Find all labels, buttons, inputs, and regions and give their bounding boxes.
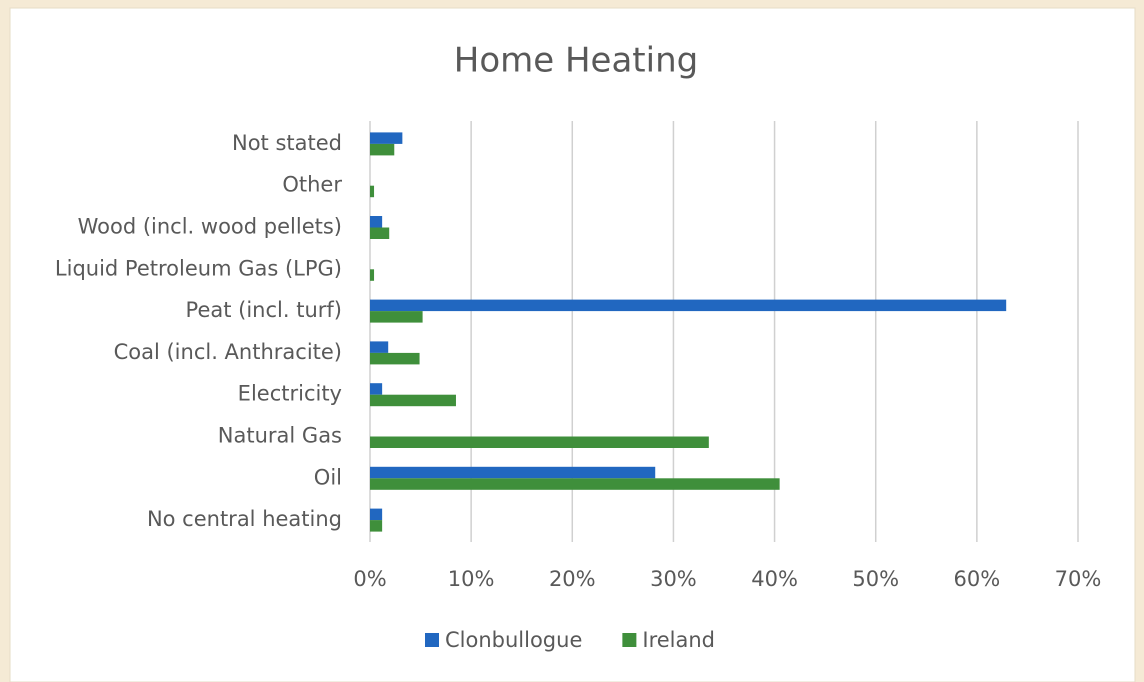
- bar: [370, 520, 383, 532]
- bar: [370, 132, 403, 144]
- legend-swatch: [622, 633, 637, 647]
- x-tick-label: 30%: [650, 567, 697, 591]
- y-tick-label: Natural Gas: [218, 424, 342, 448]
- x-tick-label: 0%: [353, 567, 386, 591]
- bar: [370, 352, 420, 365]
- bar: [370, 466, 656, 479]
- y-tick-label: Coal (incl. Anthracite): [114, 340, 342, 364]
- y-tick-label: Oil: [314, 465, 342, 489]
- y-tick-label: Wood (incl. wood pellets): [78, 215, 342, 239]
- y-tick-label: Not stated: [232, 131, 342, 155]
- y-tick-label: Liquid Petroleum Gas (LPG): [55, 256, 342, 280]
- legend-label: Ireland: [642, 628, 715, 652]
- y-tick-label: Peat (incl. turf): [186, 298, 342, 322]
- x-tick-label: 50%: [852, 567, 899, 591]
- bar: [370, 341, 389, 353]
- bar: [370, 143, 395, 156]
- y-tick-label: Electricity: [238, 382, 342, 406]
- legend-swatch: [425, 633, 439, 647]
- legend-label: Clonbullogue: [445, 628, 582, 652]
- bar: [370, 269, 375, 281]
- bar: [370, 436, 709, 448]
- bar: [370, 216, 383, 228]
- x-tick-label: 70%: [1055, 567, 1102, 591]
- bar: [370, 185, 375, 198]
- x-tick-label: 60%: [954, 567, 1001, 591]
- bar: [370, 227, 390, 239]
- bar: [370, 508, 383, 521]
- y-tick-label: No central heating: [147, 507, 342, 531]
- x-tick-label: 10%: [448, 567, 495, 591]
- bar: [370, 299, 1007, 312]
- x-tick-label: 40%: [751, 567, 798, 591]
- y-tick-label: Other: [282, 173, 342, 197]
- bar: [370, 394, 456, 407]
- bar: [370, 383, 383, 395]
- bar: [370, 478, 780, 490]
- x-tick-label: 20%: [549, 567, 596, 591]
- chart-title: Home Heating: [454, 41, 698, 81]
- bar: [370, 311, 423, 323]
